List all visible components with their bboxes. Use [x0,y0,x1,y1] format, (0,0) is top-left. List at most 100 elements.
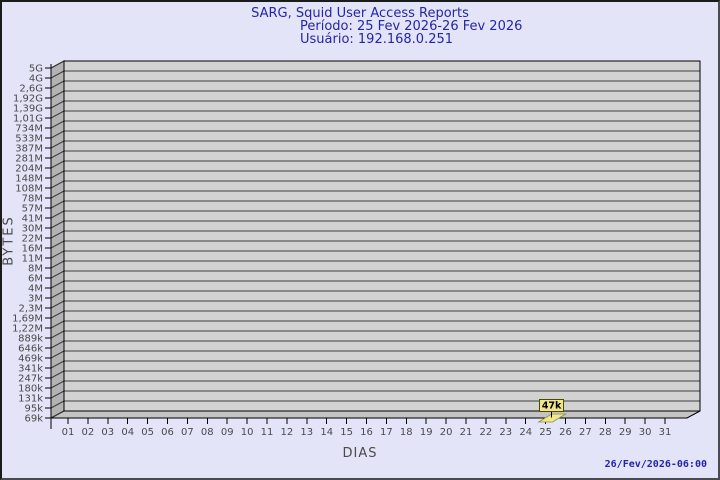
x-tick-label: 19 [420,427,433,438]
wall-gridline [50,120,65,129]
x-tick-label: 02 [82,427,95,438]
y-tick-label: 148M [15,174,43,185]
wall-gridline [50,310,65,319]
y-tick-label: 1,69M [12,314,43,325]
y-tick-label: 281M [15,154,43,165]
bar-value-label: 47k [542,401,562,412]
x-tick-label: 25 [539,427,552,438]
y-tick-label: 180k [18,384,43,395]
x-tick-label: 26 [559,427,572,438]
y-tick-label: 889k [18,334,43,345]
x-tick-label: 06 [161,427,174,438]
generated-timestamp: 26/Fev/2026-06:00 [604,459,707,470]
y-tick-label: 734M [15,124,43,135]
bar-day-25[interactable] [537,413,568,423]
wall-gridline [50,180,65,189]
x-tick-label: 16 [360,427,373,438]
y-tick-label: 1,01G [13,114,43,125]
y-tick-label: 1,92G [13,94,43,105]
wall-gridline [50,330,65,339]
y-tick-label: 469k [18,354,43,365]
y-tick-label: 5G [29,64,43,75]
wall-gridline [50,400,65,409]
x-tick-label: 14 [320,427,333,438]
y-axis-title: BYTES [1,215,17,266]
x-tick-label: 15 [340,427,353,438]
wall-gridline [50,60,65,69]
plot-area [64,61,700,411]
wall-gridline [50,390,65,399]
y-tick-label: 646k [18,344,43,355]
y-tick-label: 1,22M [12,324,43,335]
y-tick-label: 4M [28,284,43,295]
y-tick-label: 41M [22,214,43,225]
y-tick-label: 4G [29,74,43,85]
x-tick-label: 31 [659,427,672,438]
x-tick-label: 10 [241,427,254,438]
x-tick-label: 03 [101,427,114,438]
wall-gridline [50,320,65,329]
wall-gridline [50,160,65,169]
wall-gridline [50,240,65,249]
report-user: Usuário: 192.168.0.251 [300,32,454,47]
y-tick-label: 22M [22,234,43,245]
x-tick-label: 09 [221,427,234,438]
y-tick-label: 57M [22,204,43,215]
report-period: Período: 25 Fev 2026-26 Fev 2026 [300,19,523,34]
y-tick-label: 1,39G [13,104,43,115]
y-tick-label: 2,3M [18,304,43,315]
x-tick-label: 24 [519,427,532,438]
x-axis-title: DIAS [342,446,378,461]
y-tick-label: 533M [15,134,43,145]
report-title: SARG, Squid User Access Reports [251,6,469,21]
wall-gridline [50,350,65,359]
y-tick-label: 95k [24,404,43,415]
x-tick-label: 05 [141,427,154,438]
wall-gridline [50,150,65,159]
wall-gridline [50,300,65,309]
wall-gridline [50,140,65,149]
y-tick-label: 30M [22,224,43,235]
x-tick-label: 12 [281,427,294,438]
bar-value-callout [539,399,565,412]
wall-gridline [50,230,65,239]
y-tick-label: 78M [22,194,43,205]
wall-gridline [50,380,65,389]
wall-gridline [50,100,65,109]
y-tick-label: 11M [22,254,43,265]
y-tick-label: 387M [15,144,43,155]
y-tick-label: 3M [28,294,43,305]
y-tick-label: 69k [24,414,43,425]
wall-gridline [50,190,65,199]
x-tick-label: 29 [619,427,632,438]
y-tick-label: 6M [28,274,43,285]
wall-gridline [50,110,65,119]
x-tick-label: 01 [62,427,75,438]
y-tick-label: 204M [15,164,43,175]
x-tick-label: 22 [480,427,493,438]
wall-gridline [50,90,65,99]
x-tick-label: 23 [499,427,512,438]
wall-gridline [50,290,65,299]
wall-gridline [50,210,65,219]
wall-gridline [50,220,65,229]
wall-gridline [50,280,65,289]
x-tick-label: 13 [300,427,313,438]
x-tick-label: 20 [440,427,453,438]
y-tick-label: 341k [18,364,43,375]
y-tick-label: 108M [15,184,43,195]
y-tick-label: 2,6G [19,84,43,95]
wall-gridline [50,260,65,269]
wall-gridline [50,170,65,179]
y-tick-label: 8M [28,264,43,275]
wall-gridline [50,410,65,419]
x-tick-label: 30 [639,427,652,438]
x-tick-label: 07 [181,427,194,438]
wall-gridline [50,130,65,139]
x-tick-label: 08 [201,427,214,438]
wall-gridline [50,70,65,79]
wall-gridline [50,340,65,349]
plot-border [63,60,701,412]
